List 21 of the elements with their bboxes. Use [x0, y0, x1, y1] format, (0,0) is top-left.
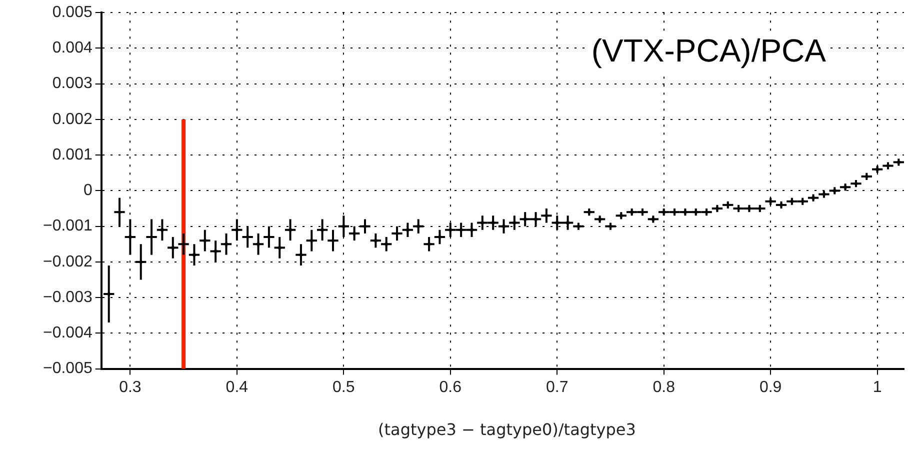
x-tick-label: 0.7	[546, 378, 568, 396]
y-tick-label: 0.001	[52, 146, 92, 164]
x-axis-title: (tagtype3 − tagtype0)/tagtype3	[377, 420, 637, 439]
x-tick-label: 0.3	[119, 378, 142, 396]
y-tick-label: 0	[83, 182, 92, 200]
x-tick-label: 0.4	[226, 378, 248, 396]
y-tick-label: 0.005	[52, 4, 92, 22]
y-tick-label: 0.002	[52, 110, 92, 128]
annotation: (VTX-PCA)/PCA	[591, 32, 827, 68]
x-tick-label: 0.6	[439, 378, 462, 396]
y-tick-label: 0.003	[52, 75, 92, 92]
y-tick-label: −0.005	[42, 360, 92, 378]
y-tick-label: −0.002	[42, 253, 92, 270]
y-tick-label: 0.004	[52, 40, 92, 57]
x-tick-label: 0.8	[652, 378, 676, 396]
y-tick-label: −0.001	[42, 218, 92, 235]
x-tick-label: 1	[872, 378, 882, 396]
y-tick-label: −0.004	[42, 324, 92, 342]
x-tick-label: 0.9	[759, 378, 782, 396]
x-tick-label: 0.5	[332, 378, 355, 396]
y-tick-label: −0.003	[42, 288, 92, 306]
